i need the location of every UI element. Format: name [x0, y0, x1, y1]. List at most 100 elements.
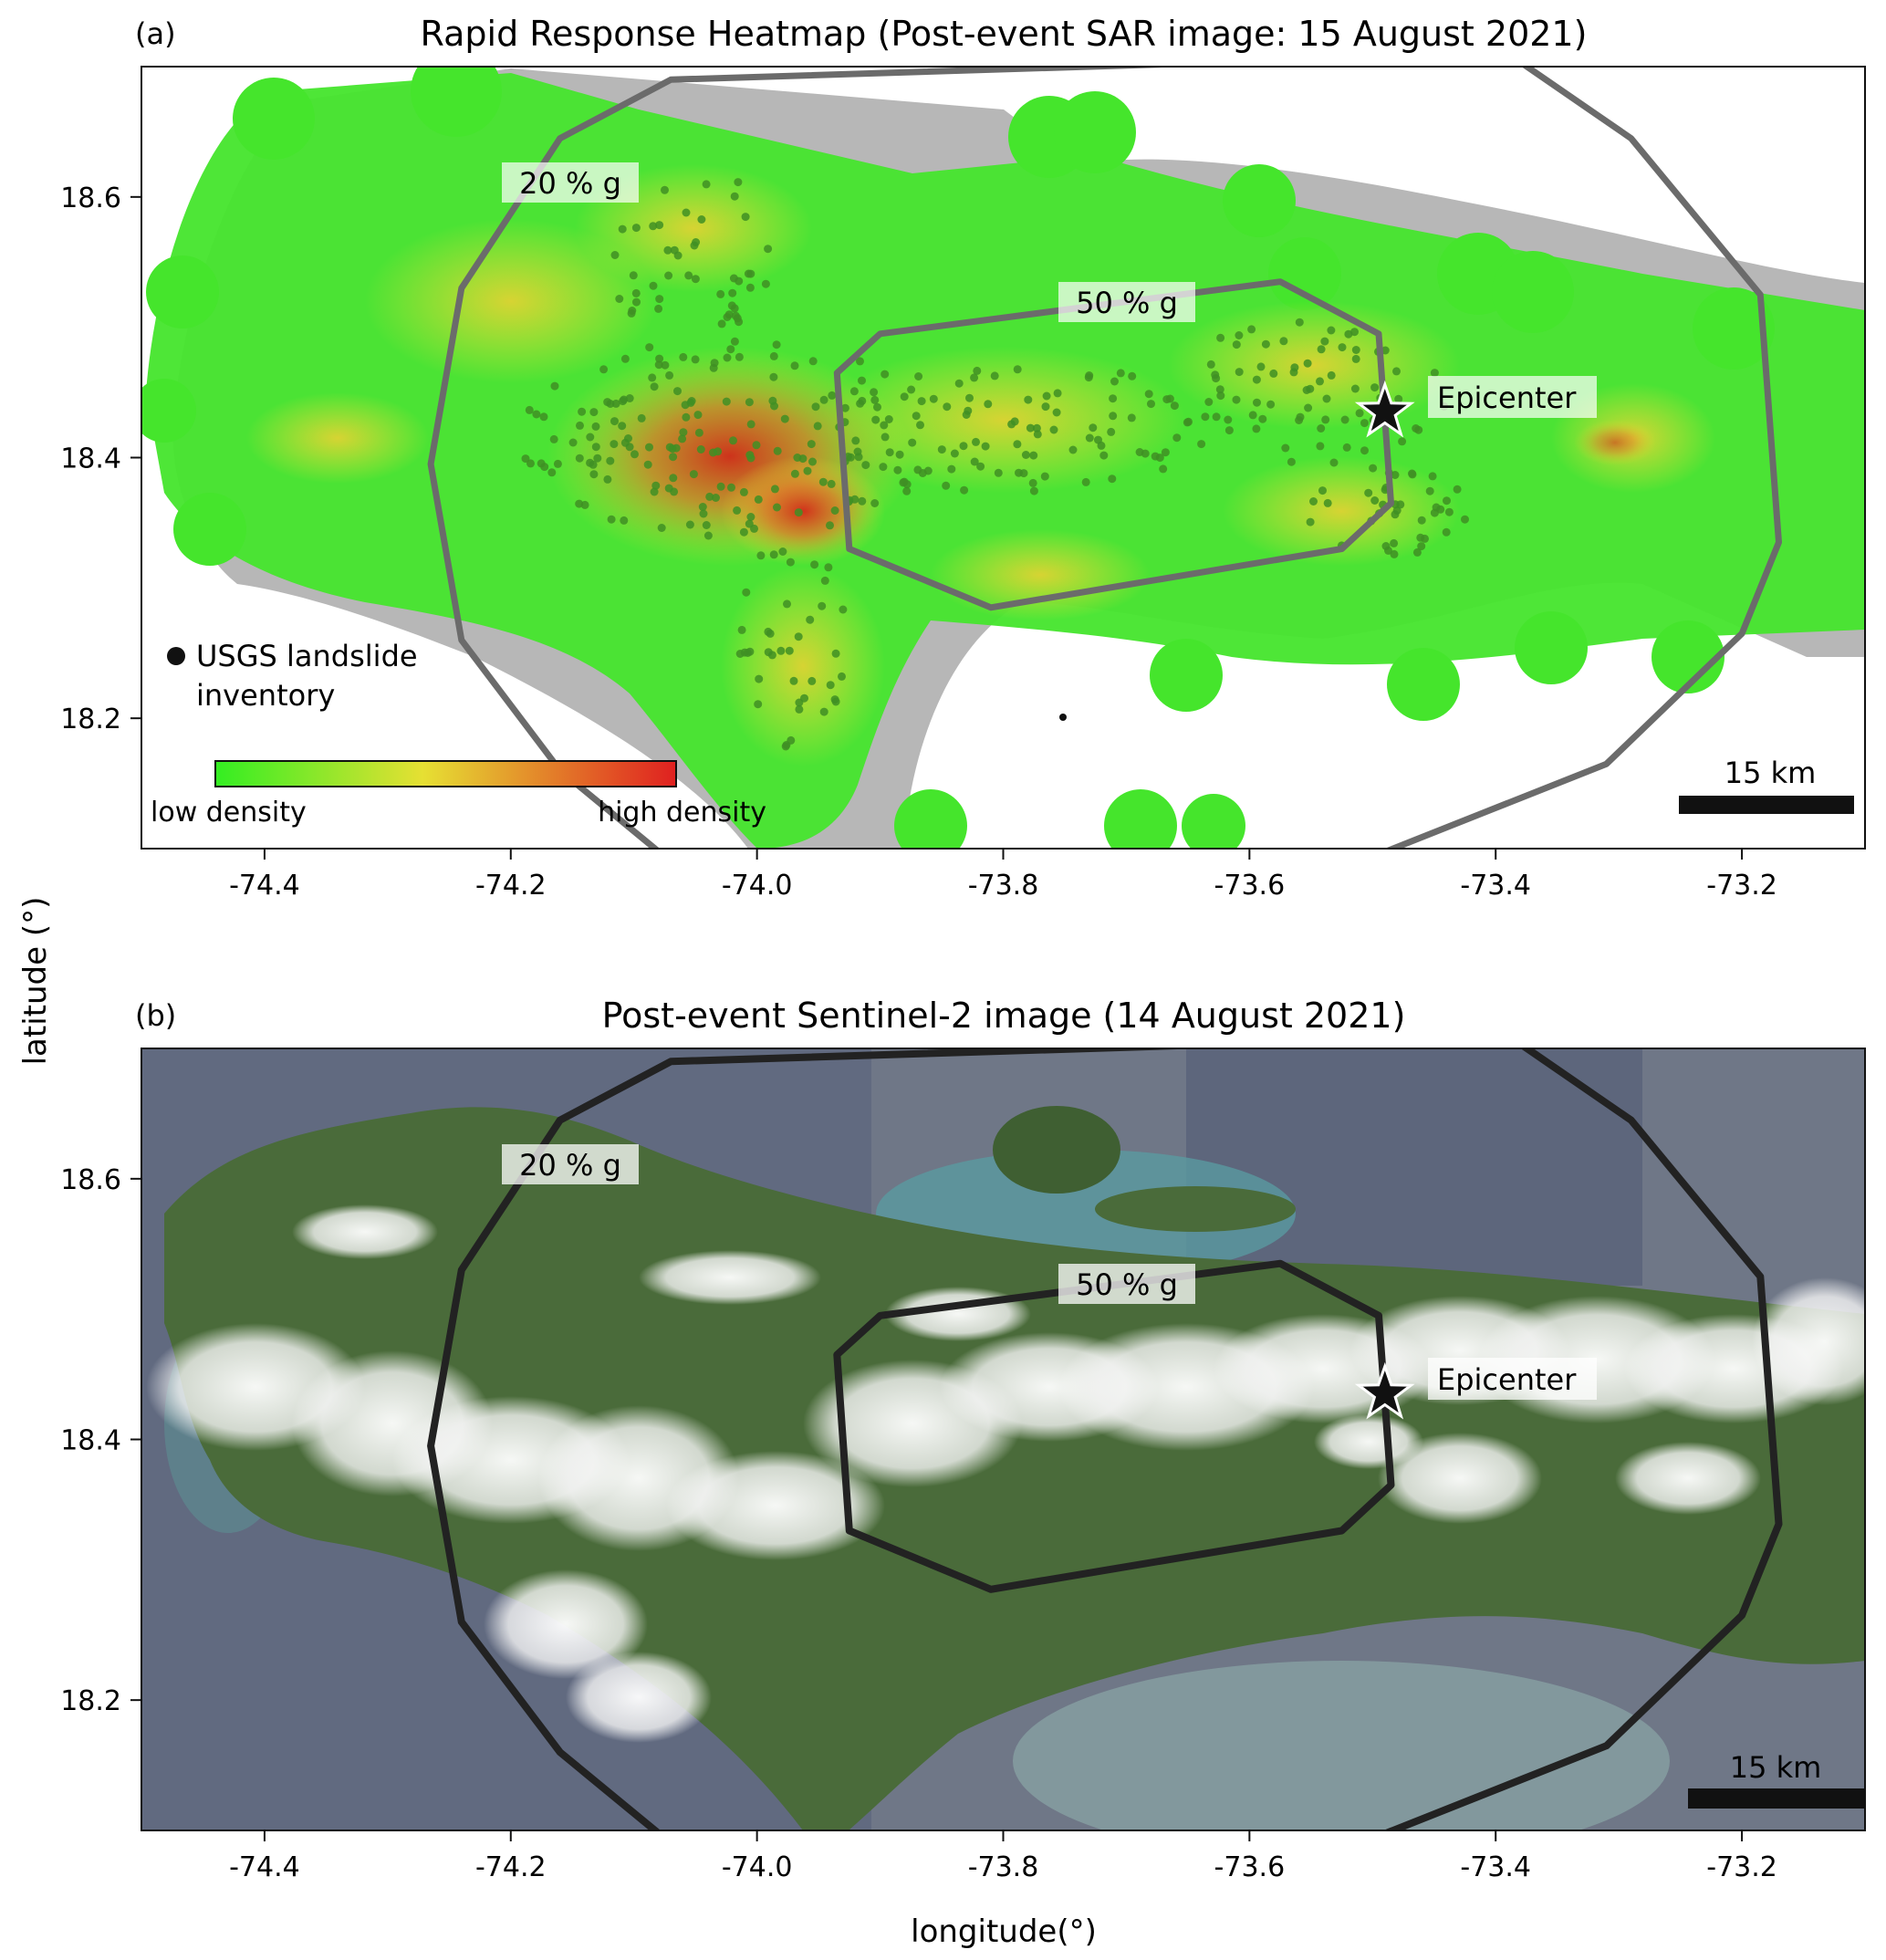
landslide-point	[589, 460, 598, 469]
landslide-point	[665, 370, 674, 380]
landslide-point	[1344, 329, 1353, 339]
landslide-point	[723, 353, 732, 362]
landslide-point	[1442, 527, 1451, 537]
landslide-point	[1258, 414, 1267, 423]
landslide-point	[851, 436, 860, 445]
landslide-point	[1089, 423, 1098, 433]
landslide-point	[655, 295, 664, 304]
landslide-point	[1398, 437, 1407, 446]
panel-b-map	[141, 1048, 1865, 1830]
landslide-point	[661, 185, 669, 194]
landslide-point	[964, 406, 973, 415]
landslide-point	[785, 646, 794, 655]
landslide-point	[620, 438, 630, 447]
landslide-point	[1068, 445, 1078, 454]
landslide-point	[630, 450, 639, 459]
landslide-point	[954, 379, 964, 388]
cloud	[1752, 1277, 1865, 1405]
epicenter-label: Epicenter	[1437, 1362, 1577, 1397]
landslide-point	[1099, 451, 1109, 460]
landslide-point	[1316, 442, 1325, 451]
landslide-point	[730, 304, 739, 313]
landslide-point	[1110, 377, 1119, 386]
landslide-point	[1309, 497, 1318, 506]
landslide-point	[729, 274, 738, 283]
scalebar-label: 15 km	[1724, 756, 1817, 790]
landslide-point	[649, 222, 658, 231]
landslide-point	[1281, 443, 1290, 453]
landslide-point	[755, 674, 764, 683]
landslide-point	[826, 521, 834, 530]
landslide-point	[1417, 516, 1426, 525]
landslide-point	[824, 563, 833, 572]
cloud	[292, 1204, 438, 1259]
panel-b-axes: -74.4 -74.2 -74.0 -73.8 -73.6 -73.4 -73.2 18.2 1…	[60, 1164, 1777, 1883]
landslide-point	[1127, 413, 1136, 422]
landslide-point	[610, 440, 619, 449]
landslide-point	[1170, 401, 1179, 411]
landslide-point	[575, 454, 584, 463]
landslide-point	[871, 415, 880, 424]
landslide-point	[1384, 546, 1392, 555]
cloud	[1615, 1442, 1761, 1515]
contour-label-box-20	[502, 162, 639, 203]
landslide-point	[689, 470, 698, 479]
landslide-point	[1147, 400, 1155, 409]
x-tick-label: -73.6	[1214, 1851, 1286, 1883]
landslide-point	[858, 376, 866, 385]
landslide-point	[692, 238, 701, 246]
landslide-point	[900, 392, 909, 401]
landslide-point	[754, 700, 763, 709]
scalebar-label: 15 km	[1730, 1750, 1822, 1785]
x-tick-label: -73.8	[968, 870, 1039, 902]
landslide-point	[649, 281, 658, 290]
landslide-point	[1392, 367, 1401, 376]
landslide-point	[745, 398, 754, 407]
y-tick-label: 18.2	[60, 1685, 121, 1717]
landslide-point	[717, 319, 726, 328]
legend-point-icon	[167, 647, 185, 665]
landslide-point	[937, 445, 946, 454]
landslide-point	[1316, 377, 1324, 386]
landslide-point	[1443, 496, 1451, 506]
cloud	[484, 1569, 648, 1679]
landslide-point	[610, 251, 620, 259]
landslide-point	[663, 245, 672, 255]
landslide-point	[685, 520, 694, 529]
landslide-point	[794, 632, 803, 641]
landslide-point	[589, 470, 599, 479]
landslide-point	[1013, 365, 1022, 374]
landslide-point	[1287, 457, 1296, 466]
landslide-point	[618, 422, 627, 431]
landslide-point	[929, 394, 938, 403]
contour-label-box-50	[1058, 1264, 1195, 1304]
landslide-point	[746, 420, 755, 429]
landslide-point	[547, 468, 557, 477]
landslide-point	[778, 547, 787, 556]
landslide-point	[790, 469, 799, 478]
landslide-point	[773, 446, 782, 455]
landslide-point	[540, 463, 549, 472]
landslide-point	[1024, 395, 1033, 404]
landslide-point	[740, 648, 749, 657]
landslide-point	[637, 413, 646, 422]
landslide-point	[800, 693, 808, 703]
contour-50pct-g	[833, 1259, 1395, 1593]
landslide-point-offshore	[1059, 714, 1067, 721]
landslide-point	[655, 221, 664, 230]
landslide-point	[682, 412, 691, 422]
landslide-point	[591, 422, 600, 431]
landslide-point	[722, 397, 731, 406]
landslide-point	[831, 697, 840, 706]
landslide-point	[631, 224, 641, 233]
landslide-point	[942, 481, 951, 490]
landslide-point	[1109, 412, 1118, 421]
landslide-point	[973, 366, 982, 375]
landslide-point	[1013, 440, 1022, 449]
landslide-point	[1351, 346, 1360, 354]
landslide-point	[1256, 362, 1266, 371]
contour-label-50: 50 % g	[1076, 1267, 1178, 1302]
landslide-point	[724, 310, 734, 319]
landslide-point	[1028, 478, 1037, 487]
landslide-point	[1052, 408, 1061, 417]
